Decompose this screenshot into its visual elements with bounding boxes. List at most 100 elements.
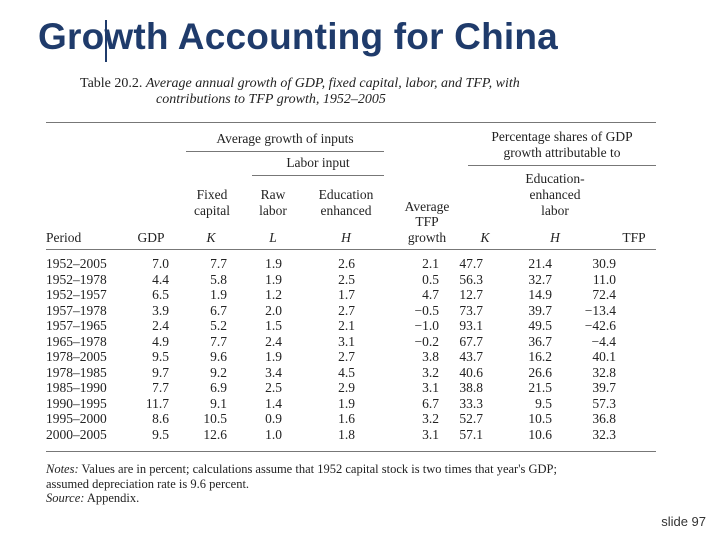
value-cell: 9.6 xyxy=(210,349,227,364)
value-cell: 0.9 xyxy=(265,411,282,426)
value-cell: 1.7 xyxy=(338,287,355,302)
value-cell: 3.2 xyxy=(422,364,439,380)
value-cell: 39.7 xyxy=(592,380,616,395)
header-inputs-group: Average growth of inputs xyxy=(216,131,354,146)
caption-label: Table 20.2. xyxy=(80,76,143,91)
notes-line1: Notes: Values are in percent; calculatio… xyxy=(46,462,666,477)
header-h: H xyxy=(341,230,351,245)
period-cell: 1952–1957 xyxy=(46,287,107,302)
table-row: 1965–1978 4.9 7.7 2.4 3.1 −0.2 67.7 36.7 −4.4 xyxy=(46,334,616,350)
slide-number: slide 97 xyxy=(661,514,706,529)
header-edu-enh-3: labor xyxy=(541,203,569,218)
text-cursor xyxy=(105,20,107,62)
period-cell: 1952–1978 xyxy=(46,271,107,287)
value-cell: 57.1 xyxy=(459,426,483,442)
value-cell: 67.7 xyxy=(459,333,483,349)
value-cell: 9.1 xyxy=(210,395,227,411)
value-cell: 57.3 xyxy=(592,395,616,411)
header-fixed-2: capital xyxy=(194,203,230,218)
value-cell: 9.2 xyxy=(210,364,227,380)
value-cell: 39.7 xyxy=(528,302,552,318)
rule-table-bottom xyxy=(46,451,656,452)
period-cell: 1978–1985 xyxy=(46,364,107,380)
table-caption: Table 20.2. Average annual growth of GDP… xyxy=(80,76,680,108)
value-cell: 1.4 xyxy=(265,395,282,411)
value-cell: −0.5 xyxy=(414,302,440,318)
notes-label: Notes: xyxy=(46,462,79,476)
table-row: 1952–1978 4.4 5.8 1.9 2.5 0.5 56.3 32.7 11.0 xyxy=(46,272,616,288)
value-cell: 6.5 xyxy=(152,287,169,302)
value-cell: 1.5 xyxy=(265,318,282,333)
value-cell: 0.5 xyxy=(422,271,439,287)
header-tfp-3: growth xyxy=(407,230,447,245)
table-notes: Notes: Values are in percent; calculatio… xyxy=(46,462,666,506)
value-cell: 72.4 xyxy=(592,287,616,302)
value-cell: 1.0 xyxy=(265,426,282,442)
value-cell: 21.5 xyxy=(528,380,552,395)
value-cell: 4.7 xyxy=(422,287,439,302)
rule-shares xyxy=(468,165,656,166)
rule-inputs xyxy=(186,151,384,152)
table-row: 1978–1985 9.7 9.2 3.4 4.5 3.2 40.6 26.6 32.8 xyxy=(46,365,616,381)
slide-title: Growth Accounting for China xyxy=(38,16,558,57)
value-cell: 16.2 xyxy=(528,349,552,364)
value-cell: 2.5 xyxy=(265,380,282,395)
value-cell: 4.9 xyxy=(152,333,169,349)
period-cell: 1985–1990 xyxy=(46,380,107,395)
table-row: 1952–2005 7.0 7.7 1.9 2.6 2.1 47.7 21.4 30.9 xyxy=(46,256,616,272)
value-cell: 9.5 xyxy=(152,349,169,364)
period-cell: 1957–1965 xyxy=(46,318,107,333)
value-cell: 1.9 xyxy=(210,287,227,302)
value-cell: 6.9 xyxy=(210,380,227,395)
value-cell: 1.8 xyxy=(338,426,355,442)
value-cell: 3.9 xyxy=(152,302,169,318)
value-cell: 11.0 xyxy=(592,271,616,287)
value-cell: 3.1 xyxy=(422,380,439,395)
header-edu-enh-2: enhanced xyxy=(529,187,581,202)
period-cell: 1952–2005 xyxy=(46,256,107,271)
value-cell: 7.7 xyxy=(152,380,169,395)
source-label: Source: xyxy=(46,491,85,505)
header-fixed-1: Fixed xyxy=(196,187,228,202)
value-cell: 36.7 xyxy=(528,333,552,349)
value-cell: 21.4 xyxy=(528,256,552,271)
header-raw-2: labor xyxy=(259,203,287,218)
header-tfp-2: TFP xyxy=(415,214,439,229)
value-cell: 49.5 xyxy=(528,318,552,333)
value-cell: 47.7 xyxy=(459,256,483,271)
period-cell: 1995–2000 xyxy=(46,411,107,426)
value-cell: 52.7 xyxy=(459,411,483,426)
value-cell: 32.7 xyxy=(528,271,552,287)
value-cell: 36.8 xyxy=(592,411,616,426)
value-cell: 11.7 xyxy=(145,395,169,411)
value-cell: 32.8 xyxy=(592,364,616,380)
header-share-k: K xyxy=(480,230,490,245)
value-cell: 2.0 xyxy=(265,302,282,318)
value-cell: 3.2 xyxy=(422,411,439,426)
header-tfp-1: Average xyxy=(404,199,450,214)
value-cell: 7.0 xyxy=(152,256,169,271)
header-shares-line1: Percentage shares of GDP xyxy=(491,129,633,144)
value-cell: 12.7 xyxy=(459,287,483,302)
data-table: 1952–2005 7.0 7.7 1.9 2.6 2.1 47.7 21.4 30.9 1952… xyxy=(46,256,616,442)
table-row: 2000–2005 9.5 12.6 1.0 1.8 3.1 57.1 10.6 32.3 xyxy=(46,427,616,443)
header-shares-line2: growth attributable to xyxy=(503,145,621,160)
table-row: 1952–1957 6.5 1.9 1.2 1.7 4.7 12.7 14.9 72.4 xyxy=(46,287,616,303)
table-row: 1985–1990 7.7 6.9 2.5 2.9 3.1 38.8 21.5 39.7 xyxy=(46,380,616,396)
value-cell: 2.5 xyxy=(338,271,355,287)
table-row: 1995–2000 8.6 10.5 0.9 1.6 3.2 52.7 10.5 36.8 xyxy=(46,411,616,427)
value-cell: 7.7 xyxy=(210,256,227,271)
header-edu-1: Education xyxy=(318,187,374,202)
value-cell: −0.2 xyxy=(414,333,440,349)
header-gdp: GDP xyxy=(137,230,165,245)
header-raw-1: Raw xyxy=(260,187,286,202)
value-cell: 32.3 xyxy=(592,426,616,442)
value-cell: 1.9 xyxy=(265,256,282,271)
value-cell: 8.6 xyxy=(152,411,169,426)
rule-top xyxy=(46,122,656,123)
value-cell: −1.0 xyxy=(414,318,440,333)
notes-text-line2: assumed depreciation rate is 9.6 percent… xyxy=(46,476,250,491)
value-cell: 2.9 xyxy=(338,380,355,395)
value-cell: 73.7 xyxy=(459,302,483,318)
header-l: L xyxy=(269,230,277,245)
